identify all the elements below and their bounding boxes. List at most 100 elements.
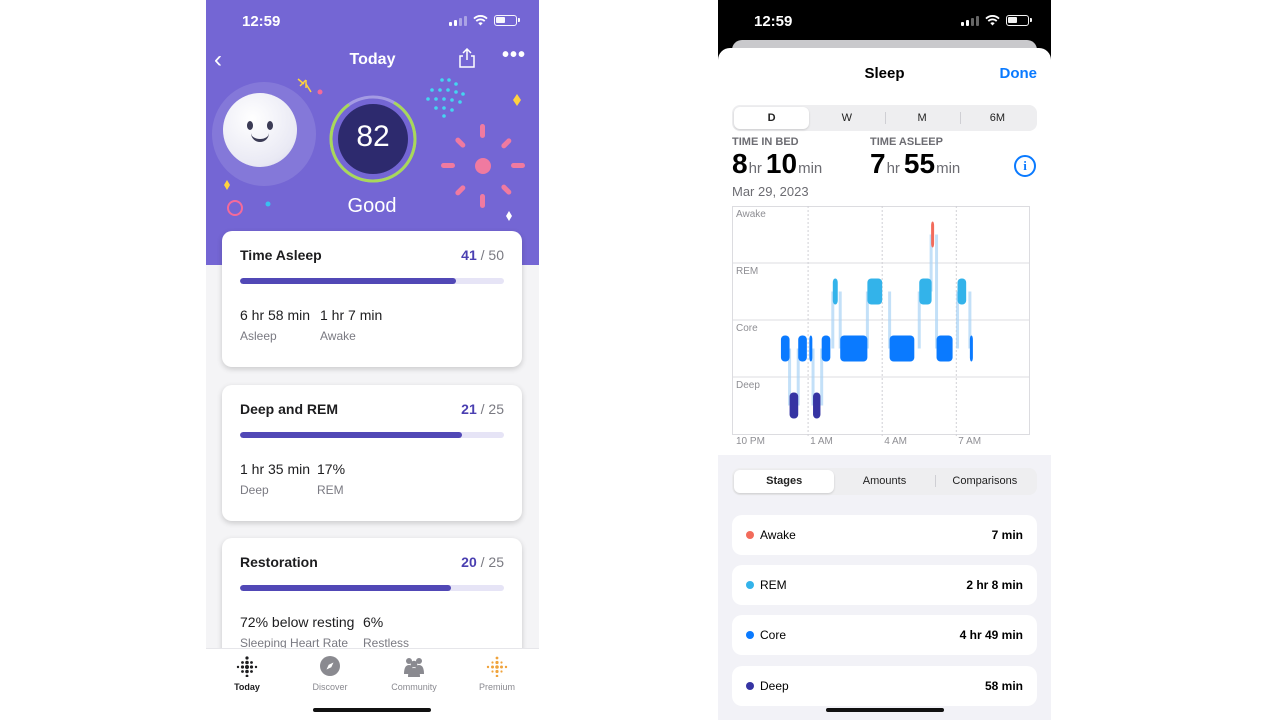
sleep-stages-chart[interactable]: 10 PM 1 AM 4 AM 7 AM Awake REM Core Deep xyxy=(732,206,1030,446)
signal-icon xyxy=(449,15,467,26)
time-asleep-label: TIME ASLEEP xyxy=(870,136,943,148)
stage-row-awake[interactable]: Awake 7 min xyxy=(732,515,1037,555)
time-asleep-value: 7hr 55min xyxy=(870,148,961,179)
time-in-bed-value: 8hr 10min xyxy=(732,148,823,179)
sleep-score-value: 82 xyxy=(356,120,390,153)
view-segmented-control: Stages Amounts Comparisons xyxy=(732,468,1037,495)
tab-label: Today xyxy=(234,682,260,692)
sleep-segment-core xyxy=(889,335,915,362)
compass-icon xyxy=(320,656,340,676)
stage-name: Deep xyxy=(760,679,789,693)
page-title: Today xyxy=(349,51,396,68)
stage-name: Awake xyxy=(760,528,796,542)
stage-transition xyxy=(820,348,824,406)
wifi-icon xyxy=(985,15,1000,26)
battery-icon xyxy=(494,15,520,26)
details-area: Stages Amounts Comparisons Awake 7 min R… xyxy=(718,455,1051,720)
sleep-segment-rem xyxy=(832,278,838,305)
sleep-score-label: Good xyxy=(347,195,397,217)
sleep-sheet: Sleep Done D W M 6M TIME IN BED 8hr 10min… xyxy=(718,48,1051,720)
stat-deep: 1 hr 35 min Deep xyxy=(240,461,311,497)
x-tick-label: 7 AM xyxy=(958,436,981,446)
stat-restless: 6% Restless xyxy=(363,614,410,650)
tab-discover[interactable]: Discover xyxy=(295,655,365,692)
stage-transition xyxy=(935,234,939,349)
battery-icon xyxy=(1006,15,1032,26)
status-bar: 12:59 xyxy=(206,0,539,44)
home-indicator[interactable] xyxy=(313,708,431,712)
people-icon xyxy=(404,658,424,677)
card-score: 41 / 50 xyxy=(461,247,504,263)
decorations xyxy=(224,78,525,221)
card-title: Restoration xyxy=(240,554,318,570)
tab-label: Premium xyxy=(478,682,515,692)
stat-awake: 1 hr 7 min Awake xyxy=(320,307,383,343)
stage-axis-label: Awake xyxy=(736,209,766,220)
fitbit-screen: 12:59 ‹ Today ••• xyxy=(206,0,539,720)
view-tab-comparisons[interactable]: Comparisons xyxy=(934,470,1035,493)
stage-row-rem[interactable]: REM 2 hr 8 min xyxy=(732,565,1037,605)
stage-transition xyxy=(865,291,869,349)
stage-value: 4 hr 49 min xyxy=(959,628,1023,642)
x-tick-label: 4 AM xyxy=(884,436,907,446)
moon-icon xyxy=(223,93,297,167)
range-tab-day[interactable]: D xyxy=(734,107,810,129)
rem-dot-icon xyxy=(746,581,754,589)
stage-row-core[interactable]: Core 4 hr 49 min xyxy=(732,615,1037,655)
stage-axis-label: Deep xyxy=(736,380,760,391)
deep-dot-icon xyxy=(746,682,754,690)
signal-icon xyxy=(961,15,979,26)
progress-bar xyxy=(240,432,504,438)
stage-value: 2 hr 8 min xyxy=(966,578,1023,592)
awake-dot-icon xyxy=(746,531,754,539)
sleep-segment-rem xyxy=(957,278,967,305)
sleep-segment-deep xyxy=(813,392,821,419)
more-icon[interactable]: ••• xyxy=(502,44,527,66)
share-icon[interactable] xyxy=(458,48,476,68)
view-tab-amounts[interactable]: Amounts xyxy=(862,475,907,487)
stage-transition xyxy=(956,291,960,349)
premium-dots-icon xyxy=(486,656,508,677)
stat-asleep: 6 hr 58 min Asleep xyxy=(240,307,311,343)
view-tab-stages[interactable]: Stages xyxy=(734,470,835,493)
card-deep-rem[interactable]: Deep and REM 21 / 25 1 hr 35 min Deep 17%… xyxy=(222,385,522,521)
stage-value: 7 min xyxy=(991,528,1023,542)
wifi-icon xyxy=(473,15,488,26)
home-indicator[interactable] xyxy=(826,708,944,712)
core-dot-icon xyxy=(746,631,754,639)
info-icon[interactable]: i xyxy=(1014,155,1036,177)
range-tab-6month[interactable]: 6M xyxy=(959,107,1035,129)
sleep-segment-core xyxy=(969,335,973,362)
sleep-segment-rem xyxy=(919,278,932,305)
back-chevron-icon[interactable]: ‹ xyxy=(214,46,222,73)
card-title: Deep and REM xyxy=(240,401,339,417)
progress-bar xyxy=(240,278,504,284)
range-segmented-control: D W M 6M xyxy=(732,105,1037,131)
x-tick-label: 10 PM xyxy=(736,436,765,446)
stage-transition xyxy=(968,291,972,349)
sleep-segment-core xyxy=(798,335,807,362)
status-time: 12:59 xyxy=(242,13,281,30)
stage-transition xyxy=(788,348,792,406)
score-ring xyxy=(329,95,417,183)
status-bar: 12:59 xyxy=(718,0,1051,44)
range-tab-week[interactable]: W xyxy=(841,112,853,124)
sleep-segment-awake xyxy=(931,221,935,248)
stage-row-deep[interactable]: Deep 58 min xyxy=(732,666,1037,706)
card-time-asleep[interactable]: Time Asleep 41 / 50 6 hr 58 min Asleep 1 … xyxy=(222,231,522,367)
tab-community[interactable]: Community xyxy=(379,655,449,692)
tab-today[interactable]: Today xyxy=(212,655,282,692)
progress-bar xyxy=(240,585,504,591)
stage-value: 58 min xyxy=(984,679,1023,693)
status-time: 12:59 xyxy=(754,13,793,30)
stage-transition xyxy=(831,291,835,349)
fitbit-dots-icon xyxy=(236,656,258,677)
tab-label: Community xyxy=(391,682,437,692)
tab-premium[interactable]: Premium xyxy=(462,655,532,692)
done-button[interactable]: Done xyxy=(999,65,1038,82)
card-title: Time Asleep xyxy=(240,247,322,263)
stage-axis-label: Core xyxy=(736,323,758,334)
x-tick-label: 1 AM xyxy=(810,436,833,446)
stage-transition xyxy=(888,291,892,349)
range-tab-month[interactable]: M xyxy=(884,107,960,129)
